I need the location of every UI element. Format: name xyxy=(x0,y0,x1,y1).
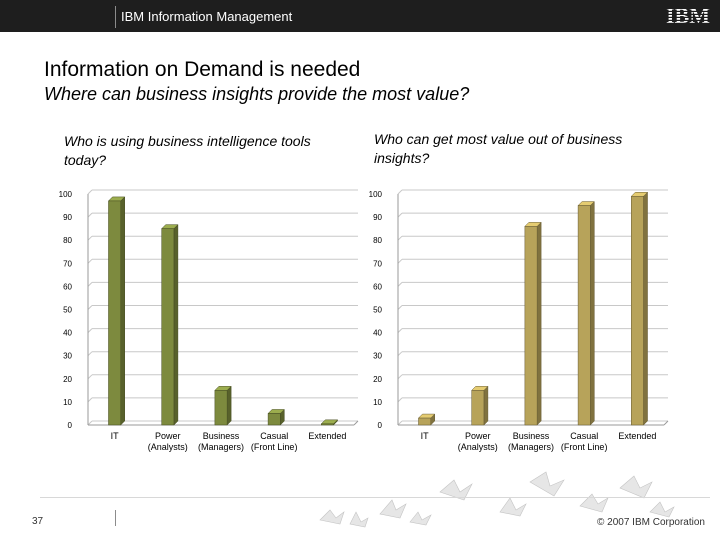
x-tick-label: Casual xyxy=(260,431,288,441)
footer-divider xyxy=(40,497,710,498)
y-tick-label: 80 xyxy=(63,236,72,245)
bar xyxy=(577,200,595,426)
y-tick-label: 30 xyxy=(373,352,382,361)
x-tick-label: Power xyxy=(465,431,491,441)
grid-line-diag xyxy=(87,420,93,426)
chart-title-most-value: Who can get most value out of business i… xyxy=(374,131,623,166)
copyright-notice: © 2007 IBM Corporation xyxy=(597,517,705,528)
x-tick-label: (Front Line) xyxy=(251,442,298,452)
x-axis-diag xyxy=(663,420,669,426)
y-tick-label: 100 xyxy=(369,190,383,199)
grid-line-diag xyxy=(397,235,403,241)
x-tick-label: Business xyxy=(513,431,550,441)
grid-line-diag xyxy=(397,351,403,357)
x-tick-label: IT xyxy=(111,431,120,441)
y-tick-label: 90 xyxy=(373,213,382,222)
x-tick-label: (Analysts) xyxy=(458,442,498,452)
y-tick-label: 0 xyxy=(378,421,383,430)
svg-text:IBM: IBM xyxy=(666,3,710,27)
x-tick-label: Extended xyxy=(308,431,346,441)
y-tick-label: 10 xyxy=(63,398,72,407)
ibm-logo: IBM xyxy=(666,3,710,27)
grid-line-diag xyxy=(87,351,93,357)
slide-subtitle: Where can business insights provide the … xyxy=(44,84,470,104)
grid-line-diag xyxy=(397,258,403,264)
bar-chart-current-users: 0 10 20 30 40 50 60 70 80 90 100 IT Power(Analysts) B… xyxy=(59,189,359,452)
grid-line-diag xyxy=(87,305,93,310)
grid-line-diag xyxy=(87,189,93,195)
y-tick-label: 40 xyxy=(373,329,382,338)
x-tick-label: (Analysts) xyxy=(148,442,188,452)
x-axis-diag xyxy=(353,420,359,426)
y-tick-label: 60 xyxy=(63,282,72,291)
y-tick-label: 70 xyxy=(63,259,72,268)
x-tick-label: Extended xyxy=(618,431,656,441)
y-tick-label: 80 xyxy=(373,236,382,245)
grid-line-diag xyxy=(397,212,403,218)
x-tick-label: Power xyxy=(155,431,181,441)
bar xyxy=(417,413,436,426)
y-tick-label: 20 xyxy=(63,375,72,384)
bar xyxy=(267,408,285,426)
bar-chart-most-value: 0 10 20 30 40 50 60 70 80 90 100 IT Power(Analysts) B… xyxy=(369,189,669,452)
bar xyxy=(107,196,126,426)
x-tick-label: IT xyxy=(421,431,430,441)
paper-cranes-decoration xyxy=(319,471,675,528)
bar xyxy=(524,221,542,426)
grid-line-diag xyxy=(87,397,93,403)
y-tick-label: 0 xyxy=(68,421,73,430)
grid-line-diag xyxy=(397,397,403,403)
y-tick-label: 60 xyxy=(373,282,382,291)
slide-title: Information on Demand is needed xyxy=(44,58,361,81)
y-tick-label: 40 xyxy=(63,329,72,338)
grid-line-diag xyxy=(397,282,403,287)
page-number: 37 xyxy=(32,516,44,527)
grid-line-diag xyxy=(397,328,403,333)
y-tick-label: 30 xyxy=(63,352,72,361)
y-tick-label: 10 xyxy=(373,398,382,407)
x-tick-label: (Managers) xyxy=(508,442,554,452)
header-separator xyxy=(115,6,116,28)
y-tick-label: 90 xyxy=(63,213,72,222)
x-tick-label: Business xyxy=(203,431,240,441)
grid-line-diag xyxy=(397,420,403,426)
footer-separator xyxy=(115,510,116,526)
brand-label: IBM Information Management xyxy=(121,9,293,24)
bar xyxy=(471,385,489,426)
x-tick-label: Casual xyxy=(570,431,598,441)
y-tick-label: 20 xyxy=(373,375,382,384)
bar xyxy=(161,224,179,426)
y-tick-label: 100 xyxy=(59,190,73,199)
bar xyxy=(320,419,339,426)
grid-line-diag xyxy=(397,305,403,310)
header-bar: IBM Information Management IBM xyxy=(0,0,720,32)
grid-line-diag xyxy=(87,258,93,264)
grid-line-diag xyxy=(87,282,93,287)
bar xyxy=(214,385,232,426)
y-tick-label: 50 xyxy=(373,306,382,315)
bar xyxy=(630,191,649,426)
x-tick-label: (Front Line) xyxy=(561,442,608,452)
grid-line-diag xyxy=(87,235,93,241)
grid-line-diag xyxy=(87,374,93,380)
chart-title-current-users: Who is using business intelligence tools… xyxy=(64,133,311,168)
grid-line-diag xyxy=(87,328,93,333)
y-tick-label: 70 xyxy=(373,259,382,268)
x-tick-label: (Managers) xyxy=(198,442,244,452)
grid-line-diag xyxy=(397,189,403,195)
y-tick-label: 50 xyxy=(63,306,72,315)
grid-line-diag xyxy=(397,374,403,380)
grid-line-diag xyxy=(87,212,93,218)
